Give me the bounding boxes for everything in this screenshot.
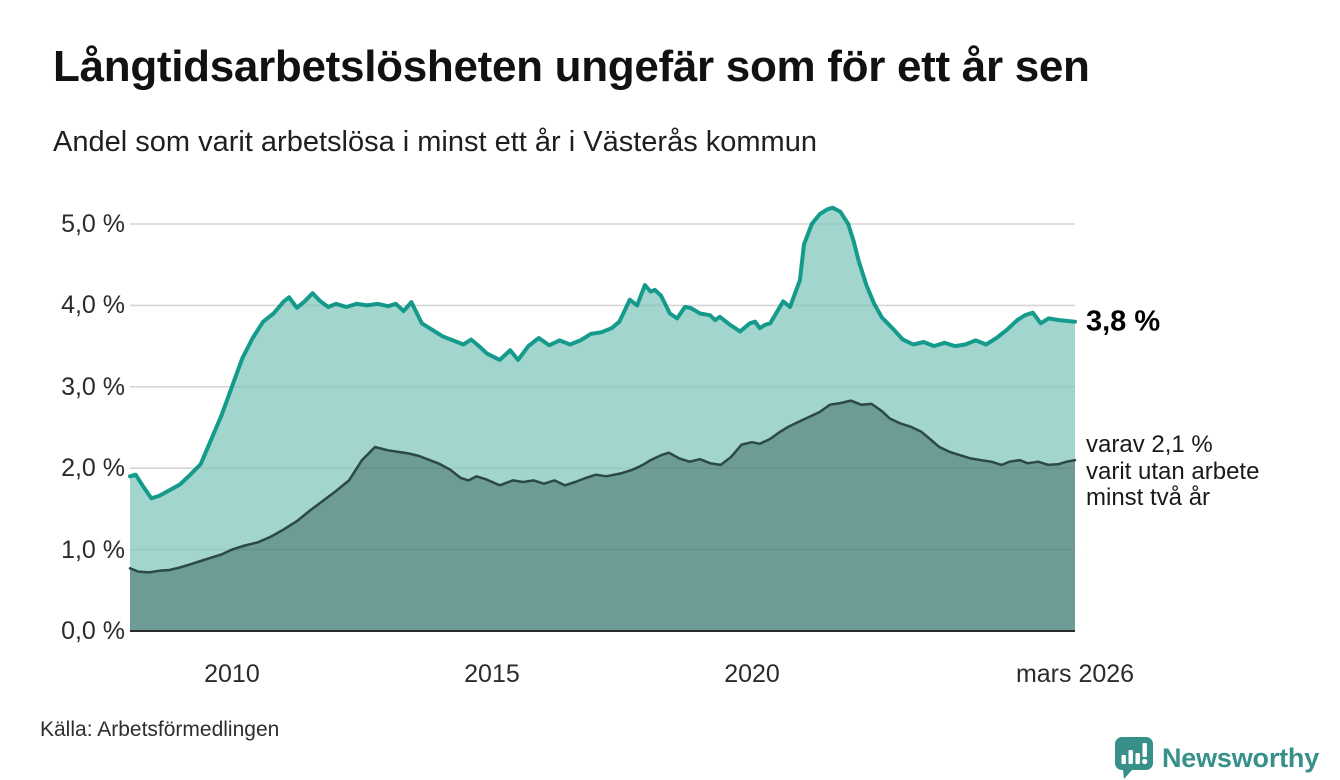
annotation-two-years-line2: varit utan arbete	[1086, 457, 1260, 485]
x-tick-label: 2020	[724, 660, 780, 688]
x-tick-label: 2010	[204, 660, 260, 688]
y-tick-label: 1,0 %	[61, 535, 125, 564]
x-tick-label: 2015	[464, 660, 520, 688]
chart-subtitle: Andel som varit arbetslösa i minst ett å…	[53, 126, 817, 158]
newsworthy-logo: Newsworthy	[1113, 736, 1319, 780]
y-tick-label: 2,0 %	[61, 454, 125, 483]
y-tick-label: 3,0 %	[61, 372, 125, 401]
chart-title: Långtidsarbetslösheten ungefär som för e…	[53, 42, 1090, 91]
y-tick-label: 4,0 %	[61, 291, 125, 320]
annotation-two-years-line1: varav 2,1 %	[1086, 431, 1213, 459]
y-tick-label: 0,0 %	[61, 617, 125, 645]
newsworthy-logo-icon	[1115, 737, 1153, 779]
annotation-two-years-line3: minst två år	[1086, 484, 1211, 512]
y-tick-label: 5,0 %	[61, 210, 125, 238]
newsworthy-wordmark: Newsworthy	[1162, 742, 1320, 773]
x-tick-label: mars 2026	[1015, 660, 1135, 688]
annotation-latest-total: 3,8 %	[1086, 305, 1161, 338]
source-note: Källa: Arbetsförmedlingen	[40, 718, 280, 741]
annotation-two-years: varav 2,1 % varit utan arbete minst två …	[1086, 432, 1259, 512]
